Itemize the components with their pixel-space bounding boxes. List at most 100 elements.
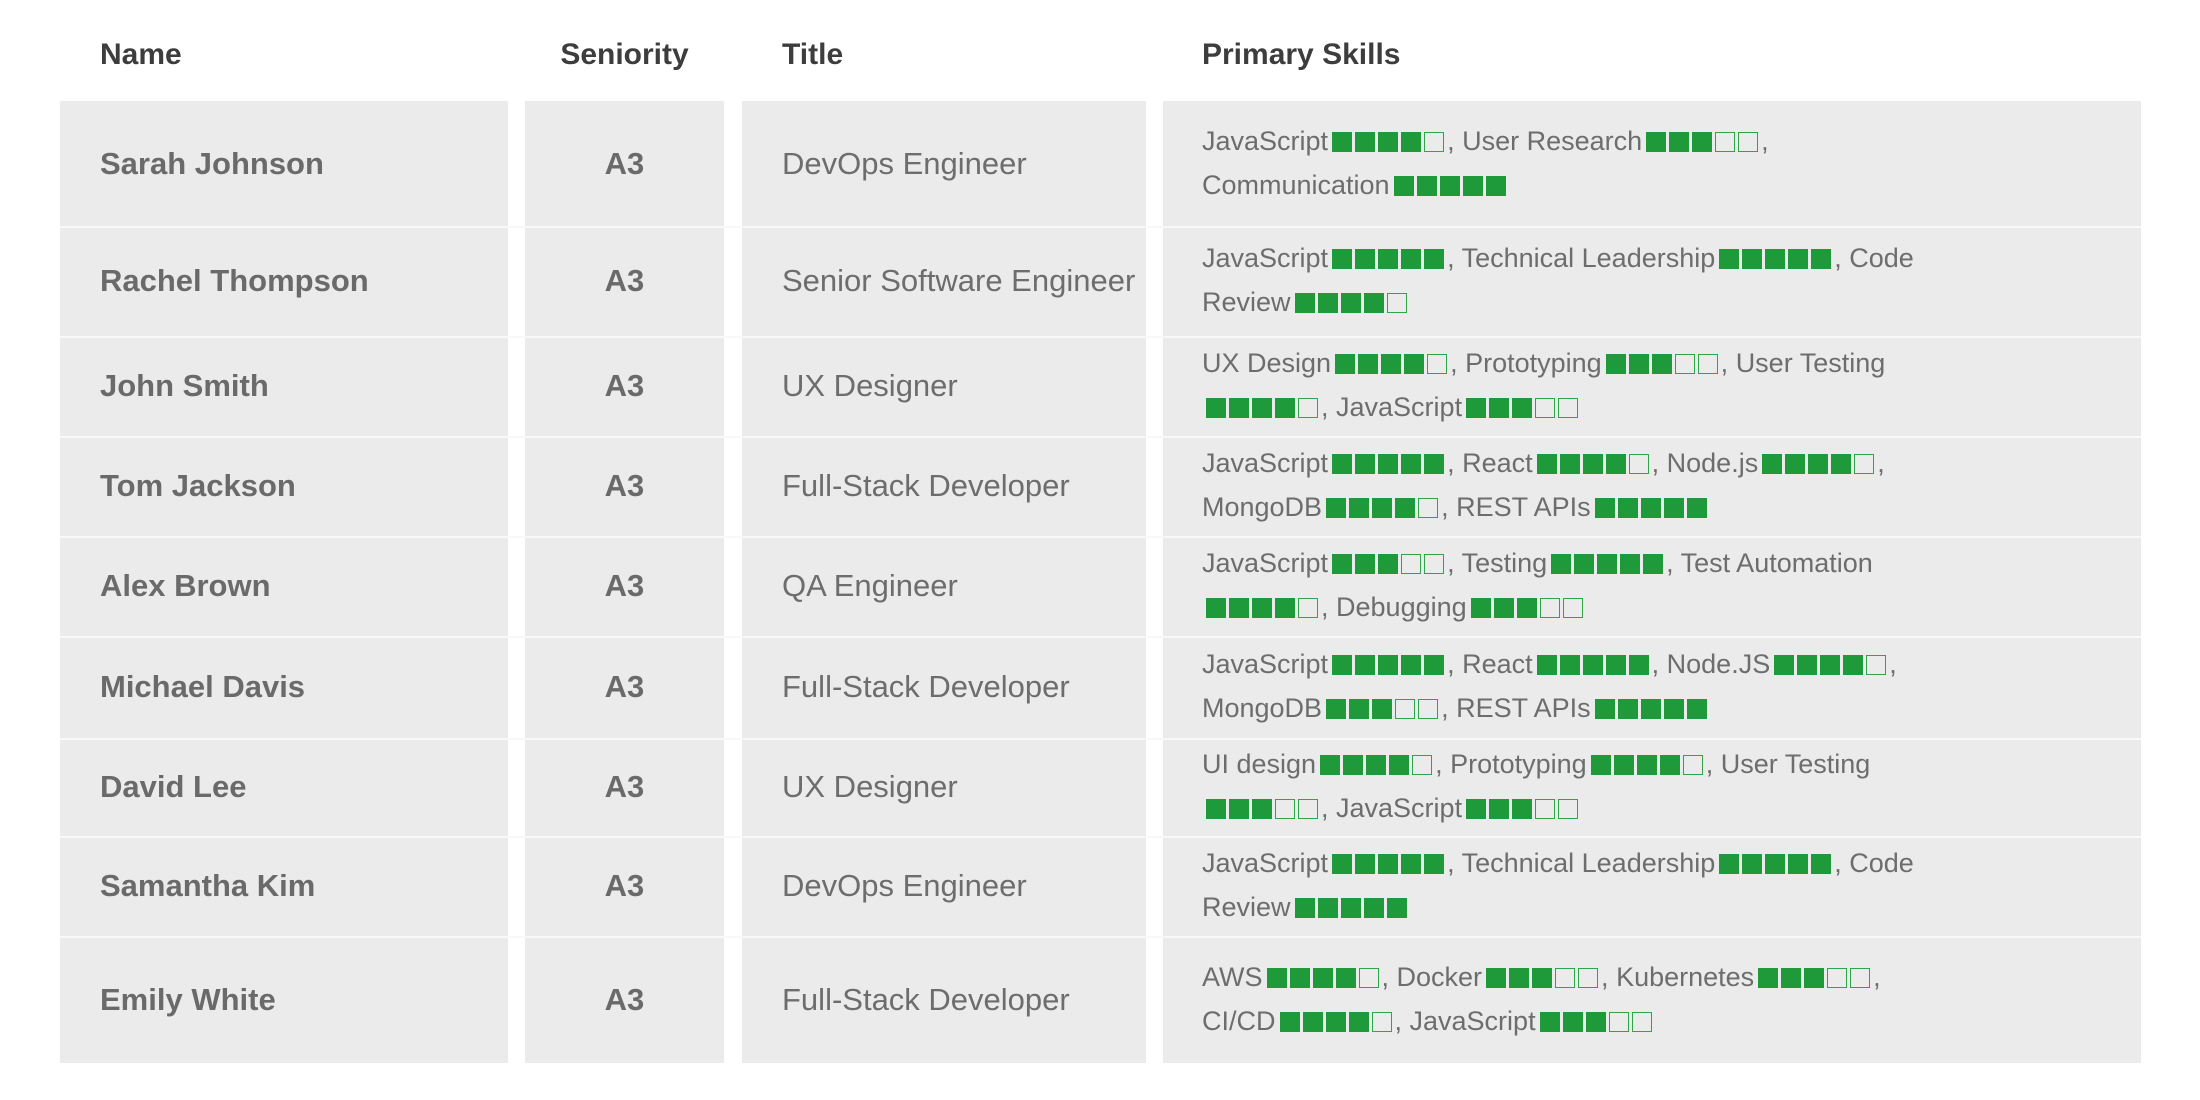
row-divider [60,436,2141,438]
rating-square-filled [1332,854,1353,874]
rating-square-filled [1332,454,1353,474]
rating-square-filled [1386,898,1407,918]
rating-square-filled [1628,354,1649,374]
job-title: DevOps Engineer [782,868,1027,903]
rating-square-filled [1804,967,1825,988]
rating-square-filled [1636,755,1657,775]
rating-square-empty [1578,967,1599,988]
rating-square-filled [1358,354,1379,374]
rating-square-filled [1781,967,1802,988]
primary-skills-cell: JavaScript, React, Node.JS, MongoDB, RES… [1202,636,1922,738]
employee-name: Tom Jackson [100,468,296,503]
skill-rating [1774,645,1889,687]
rating-square-filled [1355,131,1376,152]
rating-square-empty [1555,967,1576,988]
skill-name: User Testing [1735,348,1886,378]
rating-square-filled [1651,354,1672,374]
skill-name: REST APIs [1456,693,1591,723]
skill-rating [1326,488,1441,530]
skill-rating [1762,444,1877,486]
skill-name: Technical Leadership [1461,243,1716,273]
seniority-level: A3 [604,263,645,298]
rating-square-filled [1326,498,1347,518]
skill-rating [1646,122,1761,164]
rating-square-filled [1597,554,1618,574]
skill-rating [1206,388,1321,430]
skill-rating [1332,844,1447,886]
rating-square-filled [1489,398,1510,418]
rating-square-filled [1363,293,1384,313]
rating-square-filled [1416,175,1437,196]
employee-name: Alex Brown [100,568,271,603]
row-divider [60,936,2141,938]
skill-rating [1332,239,1447,281]
seniority-level: A3 [604,145,645,181]
rating-square-filled [1325,1011,1346,1032]
rating-square-filled [1381,354,1402,374]
rating-square-empty [1298,398,1318,418]
seniority-level: A3 [604,868,645,903]
skill-name: Kubernetes [1616,961,1755,992]
rating-square-filled [1582,655,1603,675]
rating-square-filled [1808,454,1829,474]
job-title: UX Designer [782,769,958,804]
skill-rating [1486,958,1601,1000]
skill-rating [1320,745,1435,787]
rating-square-filled [1252,598,1272,618]
skill-rating [1719,239,1834,281]
rating-square-filled [1355,655,1376,675]
rating-square-filled [1229,598,1249,618]
rating-square-filled [1617,498,1638,518]
skill-name: Debugging [1336,592,1467,622]
rating-square-filled [1594,699,1615,719]
rating-square-filled [1692,131,1713,152]
rating-square-empty [1866,655,1887,675]
rating-square-empty [1558,799,1579,819]
skill-name: JavaScript [1409,1005,1536,1036]
rating-square-filled [1742,854,1763,874]
rating-square-filled [1340,293,1361,313]
rating-square-filled [1332,131,1353,152]
rating-square-filled [1266,967,1287,988]
rating-square-filled [1378,554,1399,574]
rating-square-filled [1489,799,1510,819]
skill-name: UI design [1202,749,1317,779]
job-title: UX Designer [782,368,958,403]
rating-square-filled [1628,655,1649,675]
rating-square-filled [1363,898,1384,918]
skill-rating [1393,166,1509,208]
skill-rating [1332,122,1447,164]
rating-square-filled [1424,454,1445,474]
skill-name: Node.JS [1666,649,1771,679]
employee-name: Rachel Thompson [100,263,369,298]
skill-rating [1332,444,1447,486]
rating-square-filled [1686,699,1707,719]
rating-square-filled [1252,799,1272,819]
rating-square-empty [1562,598,1583,618]
skill-rating [1594,488,1710,530]
rating-square-filled [1516,598,1537,618]
skill-rating [1758,958,1873,1000]
skill-name: JavaScript [1202,548,1329,578]
rating-square-filled [1613,755,1634,775]
rating-square-filled [1401,454,1422,474]
skill-rating [1466,388,1581,430]
job-title: QA Engineer [782,568,958,603]
rating-square-filled [1811,249,1832,269]
skill-rating [1332,645,1447,687]
rating-square-filled [1562,1011,1583,1032]
title-column-background [742,101,1146,1063]
rating-square-filled [1404,354,1425,374]
primary-skills-cell: AWS, Docker, Kubernetes, CI/CD, JavaScri… [1202,936,1922,1063]
rating-square-empty [1558,398,1579,418]
rating-square-filled [1229,799,1249,819]
skill-rating [1605,344,1721,386]
rating-square-filled [1643,554,1664,574]
rating-square-empty [1412,755,1433,775]
rating-square-filled [1355,454,1376,474]
rating-square-empty [1358,967,1379,988]
employee-name: Sarah Johnson [100,145,324,181]
rating-square-filled [1294,898,1315,918]
rating-square-empty [1850,967,1871,988]
skill-name: React [1462,448,1533,478]
